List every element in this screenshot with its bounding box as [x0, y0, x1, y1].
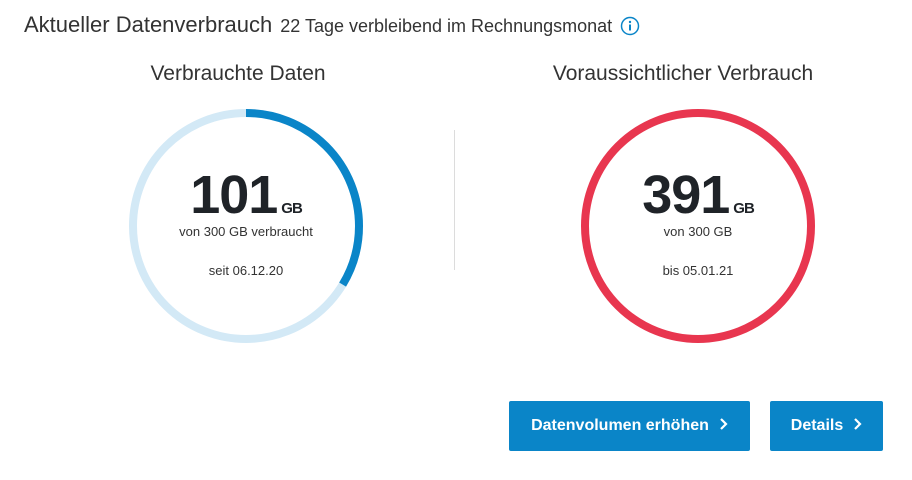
used-value-unit: GB	[281, 200, 302, 217]
panel-divider	[454, 130, 455, 270]
used-data-heading: Verbrauchte Daten	[150, 62, 326, 85]
used-gauge-arc	[129, 109, 363, 343]
forecast-until-date: bis 05.01.21	[662, 263, 734, 278]
increase-data-volume-button[interactable]: Datenvolumen erhöhen	[509, 401, 750, 451]
forecast-description: von 300 GB	[663, 224, 733, 239]
forecast-value-number: 391	[642, 165, 730, 225]
forecast-gauge: 391 GB von 300 GB bis 05.01.21	[580, 108, 816, 344]
chevron-right-icon	[853, 417, 862, 435]
used-description: von 300 GB verbraucht	[179, 224, 313, 239]
forecast-value: 391 GB	[580, 164, 816, 226]
forecast-value-unit: GB	[733, 200, 754, 217]
increase-data-volume-label: Datenvolumen erhöhen	[531, 417, 709, 434]
used-data-gauge: 101 GB von 300 GB verbraucht seit 06.12.2…	[128, 108, 364, 344]
details-label: Details	[790, 417, 844, 434]
details-button[interactable]: Details	[770, 401, 883, 451]
used-value-number: 101	[190, 165, 278, 225]
chevron-right-icon	[719, 417, 728, 435]
info-icon[interactable]	[620, 16, 640, 36]
header: Aktueller Datenverbrauch 22 Tage verblei…	[24, 12, 640, 38]
page-subtitle: 22 Tage verbleibend im Rechnungsmonat	[280, 16, 613, 36]
forecast-gauge-ring	[581, 109, 815, 343]
forecast-heading: Voraussichtlicher Verbrauch	[552, 62, 814, 85]
used-since-date: seit 06.12.20	[208, 263, 284, 278]
page-title: Aktueller Datenverbrauch	[24, 12, 273, 37]
used-value: 101 GB	[128, 164, 364, 226]
